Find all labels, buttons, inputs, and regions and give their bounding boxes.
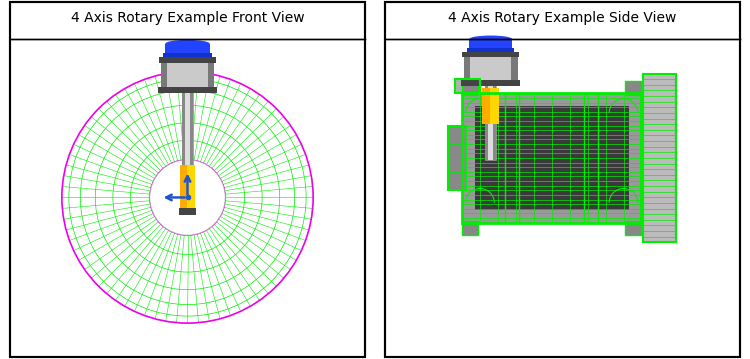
Bar (512, 52, 518, 86)
Text: 4 Axis Rotary Example Side View: 4 Axis Rotary Example Side View (448, 11, 676, 25)
Bar (159, 57, 216, 63)
Bar (626, 221, 641, 235)
Ellipse shape (470, 36, 512, 43)
Bar (626, 81, 641, 95)
Bar (163, 53, 212, 57)
Bar (644, 74, 676, 242)
Bar (448, 126, 466, 190)
Bar (448, 126, 466, 190)
Bar (190, 39, 193, 192)
Bar (494, 39, 496, 160)
Bar (475, 106, 629, 210)
Bar (158, 87, 218, 93)
Bar (462, 221, 478, 235)
Bar (470, 39, 512, 52)
Bar (461, 80, 520, 86)
Bar (485, 39, 488, 160)
Bar (467, 48, 514, 52)
Bar (462, 93, 641, 223)
Bar (482, 88, 500, 124)
Bar (179, 165, 196, 208)
Bar (454, 79, 480, 93)
Bar (182, 39, 193, 192)
Bar (160, 57, 167, 93)
Bar (462, 81, 478, 95)
Bar (485, 39, 496, 160)
Ellipse shape (165, 40, 210, 48)
Bar (462, 52, 520, 57)
Bar (464, 52, 470, 86)
Text: 4 Axis Rotary Example Front View: 4 Axis Rotary Example Front View (70, 11, 304, 25)
Bar (165, 44, 210, 57)
Bar (482, 88, 490, 124)
Bar (470, 52, 512, 86)
Bar (178, 208, 196, 215)
Circle shape (150, 160, 225, 235)
Bar (160, 57, 214, 93)
Bar (464, 52, 518, 86)
Bar (167, 57, 208, 93)
Bar (182, 39, 184, 192)
Bar (454, 79, 480, 93)
Bar (462, 93, 641, 223)
Bar (644, 74, 676, 242)
Bar (644, 74, 676, 242)
Bar (179, 165, 187, 208)
Bar (208, 57, 214, 93)
